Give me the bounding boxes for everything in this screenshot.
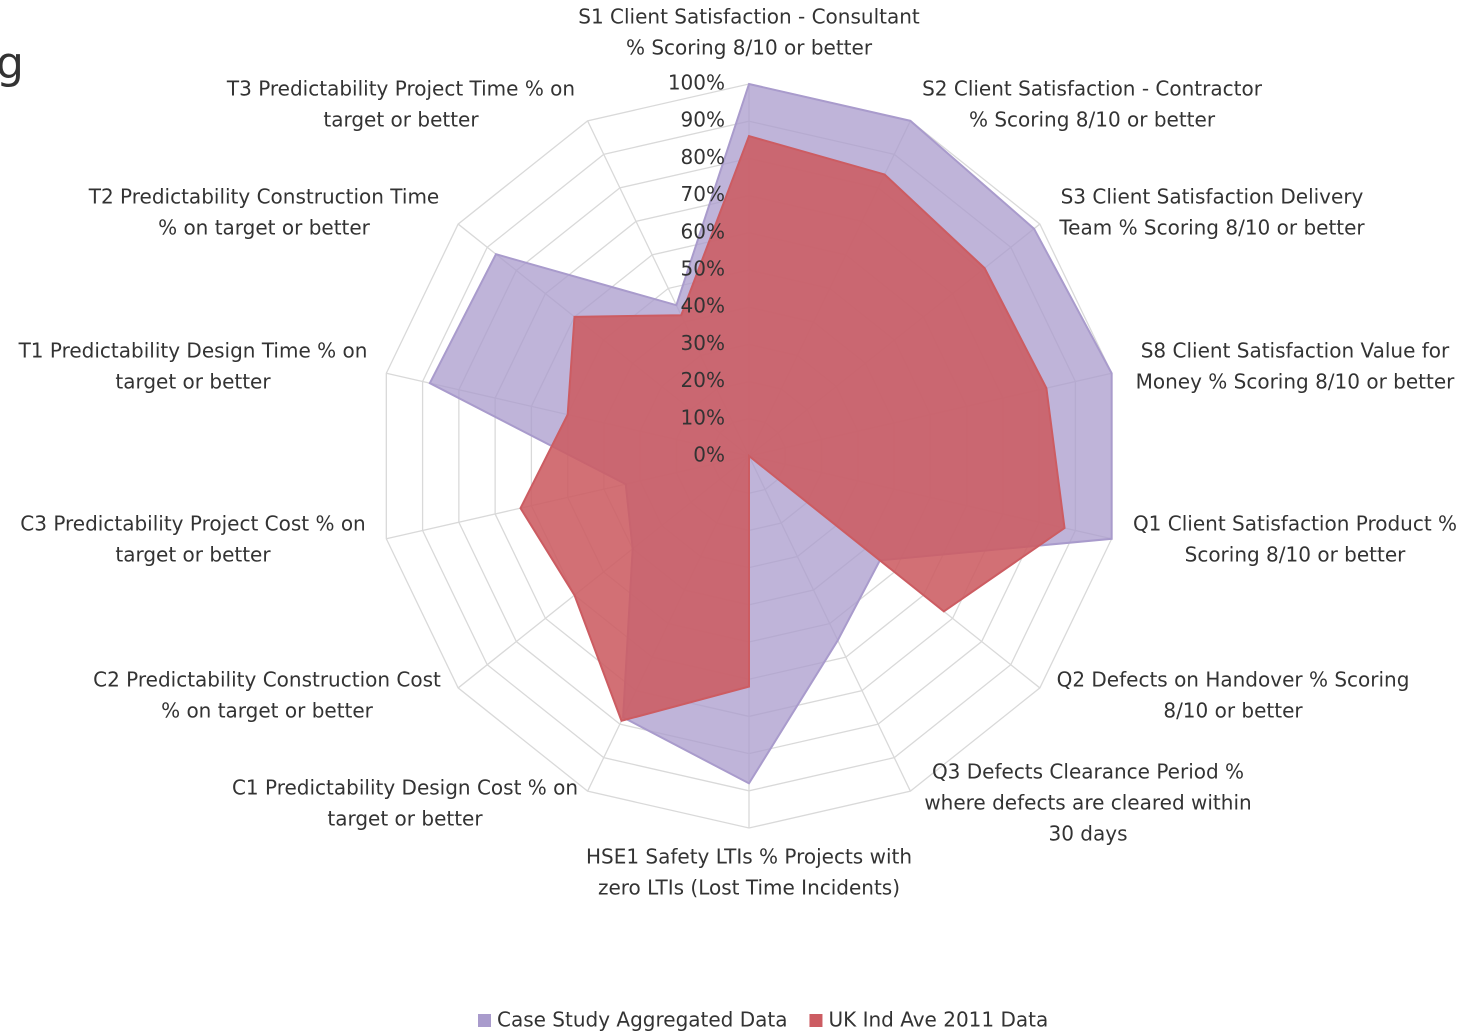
axis-label: target or better [327,807,483,831]
legend-swatch [478,1014,491,1027]
axis-label: S1 Client Satisfaction - Consultant [578,5,920,29]
axis-label: % Scoring 8/10 or better [626,36,873,60]
y-tick-label: 90% [681,108,725,132]
axis-label: Money % Scoring 8/10 or better [1136,370,1456,394]
axis-label: target or better [323,108,479,132]
axis-label: HSE1 Safety LTIs % Projects with [586,845,912,869]
axis-label: Q2 Defects on Handover % Scoring [1057,668,1410,692]
y-tick-label: 80% [681,145,725,169]
axis-label: 30 days [1048,822,1127,846]
axis-label: target or better [115,543,271,567]
legend-label: Case Study Aggregated Data [497,1008,787,1032]
axis-label: % on target or better [158,216,371,240]
y-tick-label: 40% [681,294,725,318]
axis-label: where defects are cleared within [924,791,1251,815]
y-tick-label: 50% [681,257,725,281]
y-tick-label: 30% [681,331,725,355]
axis-label: Q1 Client Satisfaction Product % [1133,512,1457,536]
legend-swatch [809,1014,823,1027]
axis-label: T1 Predictability Design Time % on [18,339,368,363]
legend-label: UK Ind Ave 2011 Data [828,1008,1048,1032]
axis-label: C2 Predictability Construction Cost [93,668,441,692]
axis-label: Scoring 8/10 or better [1185,543,1407,567]
axis-label: S2 Client Satisfaction - Contractor [922,77,1263,101]
y-tick-label: 0% [693,443,725,467]
axis-label: target or better [115,370,271,394]
axis-label: Q3 Defects Clearance Period % [932,760,1244,784]
axis-label: Team % Scoring 8/10 or better [1058,216,1365,240]
axis-label: T2 Predictability Construction Time [88,185,440,209]
series-area [519,134,1066,722]
y-tick-label: 100% [668,71,725,95]
axis-label: S3 Client Satisfaction Delivery [1061,185,1364,209]
y-tick-label: 60% [681,219,725,243]
axis-label: % on target or better [161,699,374,723]
axis-label: C1 Predictability Design Cost % on [232,776,578,800]
axis-label: C3 Predictability Project Cost % on [20,512,365,536]
axis-label: 8/10 or better [1163,699,1303,723]
text-fragment: g [0,38,24,89]
y-tick-label: 70% [681,182,725,206]
y-tick-label: 20% [681,368,725,392]
axis-label: zero LTIs (Lost Time Incidents) [598,876,900,900]
axis-label: % Scoring 8/10 or better [969,108,1216,132]
y-tick-label: 10% [681,405,725,429]
axis-label: S8 Client Satisfaction Value for [1141,339,1450,363]
axis-label: T3 Predictability Project Time % on [226,77,575,101]
